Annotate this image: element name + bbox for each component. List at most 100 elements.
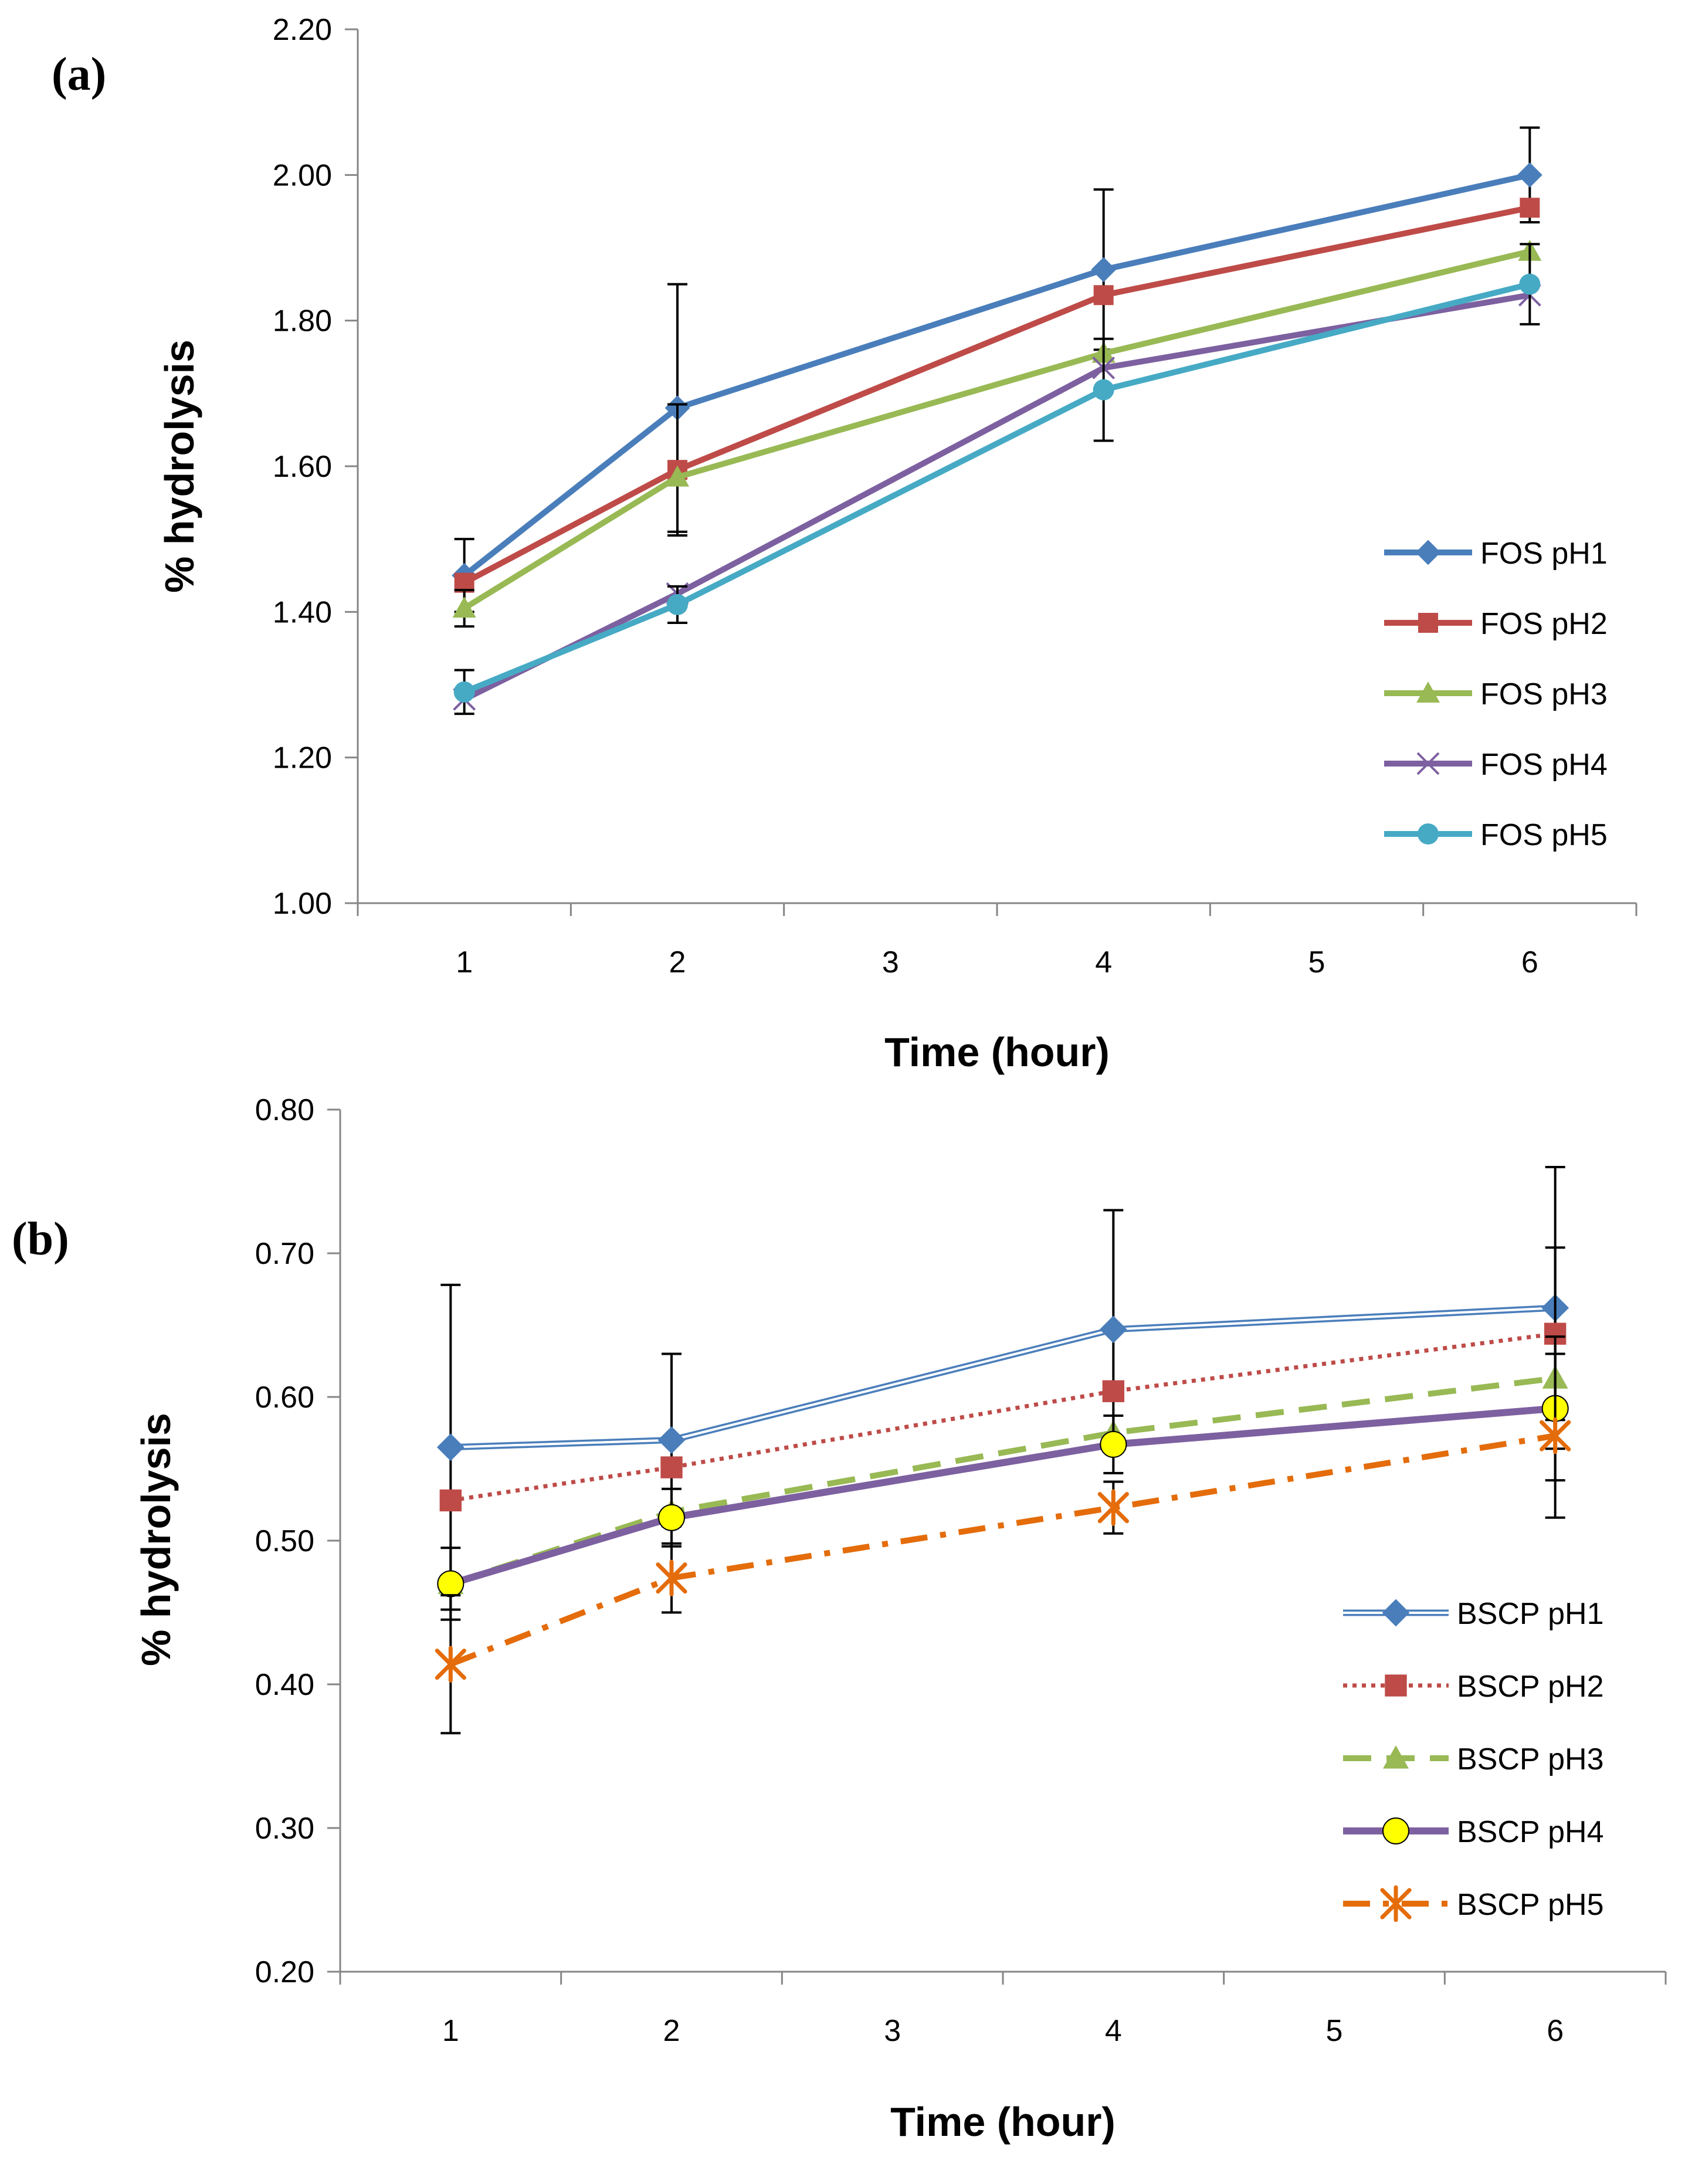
chart-a: (a) 1.00 1.20 1.40 1.60 1.80 2.00 2.20 1 2 3 4 5 6 Ti… [0, 0, 1685, 1091]
chart-a-y-tick-label: 1.00 [273, 887, 332, 921]
chart-b-series-5 [435, 1352, 1571, 1735]
chart-a-x-tick-label: 2 [669, 945, 686, 979]
chart-a-series-3-line [463, 248, 1531, 611]
chart-b-legend-entry-3: BSCP pH3 [1343, 1742, 1604, 1776]
chart-a-legend-swatch-marker [1418, 613, 1438, 633]
chart-a-y-tick-label: 2.20 [273, 13, 332, 47]
chart-b-legend-entry-5: BSCP pH5 [1343, 1885, 1604, 1922]
chart-a-legend-entry-5: FOS pH5 [1384, 818, 1608, 852]
chart-a-legend-label: FOS pH4 [1480, 748, 1608, 782]
chart-b-series-1-point [1099, 1315, 1127, 1344]
chart-b-series-2 [439, 1246, 1567, 1512]
chart-b-series-2-point [660, 1456, 683, 1478]
chart-b-series-4-point [437, 1570, 465, 1598]
chart-b-series-2-point [1102, 1380, 1125, 1402]
chart-b-y-tick-label: 0.20 [255, 1955, 314, 1989]
chart-b-series-4 [437, 1335, 1569, 1621]
chart-a-legend-entry-4: FOS pH4 [1384, 748, 1608, 782]
chart-a-series-5-point [667, 594, 688, 615]
chart-b-x-tick-label: 5 [1326, 2014, 1343, 2048]
chart-b-series-1-line [450, 1304, 1555, 1451]
chart-b-legend-swatch-marker [1383, 1745, 1409, 1769]
chart-b-x-tick-label: 3 [884, 2014, 901, 2048]
chart-b-series-2-point [439, 1489, 462, 1512]
chart-a-legend-entry-1: FOS pH1 [1384, 537, 1608, 571]
chart-b-legend-swatch-marker [1385, 1674, 1407, 1697]
chart-a-y-tick-label: 1.60 [273, 450, 332, 484]
chart-a-y-tick-label: 1.80 [273, 304, 332, 338]
chart-b-y-tick-label: 0.60 [255, 1381, 314, 1415]
chart-a-series-4 [453, 283, 1541, 711]
chart-a-x-axis-title: Time (hour) [884, 1029, 1110, 1075]
chart-a-series-3-point [452, 596, 476, 618]
chart-b-legend-swatch-marker [1382, 1599, 1410, 1627]
chart-a-y-tick-label: 1.20 [273, 741, 332, 775]
chart-a-legend-label: FOS pH1 [1480, 537, 1608, 571]
chart-b-series-5-line [449, 1433, 1556, 1667]
chart-b-series-3-line [449, 1375, 1556, 1587]
panel-label-a: (a) [52, 49, 107, 100]
chart-b-series-3 [438, 1365, 1568, 1595]
chart-b-x-tick-label: 1 [442, 2014, 459, 2048]
chart-a-legend-label: FOS pH2 [1480, 607, 1608, 641]
chart-b-y-tick-label: 0.40 [255, 1668, 314, 1702]
chart-b-legend-entry-2: BSCP pH2 [1343, 1670, 1604, 1704]
chart-a-series-2-line [463, 205, 1531, 586]
chart-b-legend-label: BSCP pH4 [1457, 1815, 1604, 1849]
chart-b-series-1 [436, 1166, 1569, 1611]
chart-b-legend-label: BSCP pH1 [1457, 1597, 1604, 1631]
chart-b-legend-swatch-marker [1382, 1817, 1409, 1844]
chart-a-series-1 [452, 126, 1542, 613]
chart-a-y-axis-title: % hydrolysis [157, 340, 202, 593]
chart-b-legend-entry-4: BSCP pH4 [1343, 1815, 1604, 1849]
chart-a-series-5-line [463, 281, 1531, 695]
chart-b-svg: 0.20 0.30 0.40 0.50 0.60 0.70 0.80 1 2 3 4 5 6 Time (… [133, 1093, 1667, 2145]
chart-a-svg: 1.00 1.20 1.40 1.60 1.80 2.00 2.20 1 2 3 4 5 6 Time (… [157, 13, 1637, 1075]
chart-a-series-2-point [1520, 198, 1540, 218]
chart-b-series-5-point [1540, 1417, 1571, 1454]
chart-a-legend-entry-3: FOS pH3 [1384, 677, 1608, 711]
chart-a-x-tick-label: 1 [456, 945, 473, 979]
chart-b-y-tick-label: 0.80 [255, 1093, 314, 1127]
chart-a-x-tick-label: 4 [1095, 945, 1112, 979]
chart-a-x-tick-label: 6 [1521, 945, 1538, 979]
chart-a-series-3 [452, 239, 1542, 628]
chart-a-legend-swatch-marker [1415, 540, 1441, 565]
chart-a-series-3-point [666, 465, 689, 487]
chart-a-series-5-point [453, 681, 475, 703]
chart-a-y-tick-label: 2.00 [273, 158, 332, 192]
chart-a-legend-swatch-marker [1418, 823, 1439, 845]
chart-b-y-tick-label: 0.70 [255, 1237, 314, 1271]
chart-b-x-tick-label: 6 [1547, 2014, 1564, 2048]
chart-b-x-tick-label: 2 [663, 2014, 680, 2048]
chart-b-x-tick-label: 4 [1105, 2014, 1122, 2048]
chart-b-y-tick-label: 0.50 [255, 1524, 314, 1558]
chart-b-series-5-point [1097, 1489, 1129, 1526]
chart-b-legend-label: BSCP pH3 [1457, 1742, 1604, 1776]
chart-a-legend-label: FOS pH3 [1480, 677, 1608, 711]
chart-b-x-axis-title: Time (hour) [890, 2099, 1116, 2145]
chart-a-legend-swatch-marker [1416, 752, 1440, 775]
chart-a-series-1-point [1517, 162, 1542, 188]
chart-b-series-1-point [436, 1433, 465, 1461]
chart-b-legend-swatch-marker [1380, 1885, 1412, 1922]
chart-a-series-1-point [1091, 257, 1117, 283]
chart-b-legend-label: BSCP pH2 [1457, 1670, 1604, 1704]
chart-b-series-4-point [1100, 1430, 1127, 1458]
chart-b-series-1-line-inner [450, 1307, 1555, 1449]
chart-b-legend-label: BSCP pH5 [1457, 1888, 1604, 1922]
chart-a-x-tick-label: 5 [1308, 945, 1325, 979]
chart-a-legend-entry-2: FOS pH2 [1384, 607, 1608, 641]
chart-a-series-5-point [1519, 273, 1541, 295]
chart-a-legend-swatch-marker [1416, 681, 1440, 703]
chart-a-x-tick-label: 3 [882, 945, 899, 979]
chart-a-y-tick-label: 1.40 [273, 595, 332, 629]
chart-b-series-4-line [449, 1405, 1556, 1588]
chart-b-series-5-point [435, 1646, 466, 1683]
chart-a-series-1-line [462, 172, 1531, 578]
panel-label-b: (b) [12, 1213, 69, 1265]
chart-b-series-1-point [657, 1426, 686, 1454]
chart-b-series-5-point [656, 1559, 687, 1596]
chart-a-series-2-point [1093, 285, 1114, 306]
chart-b-legend-entry-1: BSCP pH1 [1343, 1597, 1604, 1631]
